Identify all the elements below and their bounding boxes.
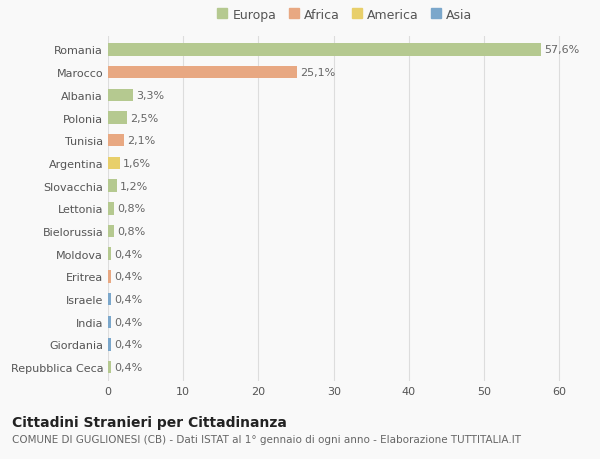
Text: 0,4%: 0,4% — [114, 363, 142, 372]
Bar — [108, 293, 111, 306]
Text: 0,8%: 0,8% — [117, 204, 145, 214]
Bar — [108, 338, 111, 351]
Text: 3,3%: 3,3% — [136, 90, 164, 101]
Bar — [108, 44, 541, 56]
Bar — [108, 270, 111, 283]
Text: 25,1%: 25,1% — [300, 68, 335, 78]
Bar — [108, 361, 111, 374]
Bar — [108, 225, 114, 238]
Bar — [108, 90, 133, 102]
Text: 2,5%: 2,5% — [130, 113, 158, 123]
Legend: Europa, Africa, America, Asia: Europa, Africa, America, Asia — [217, 9, 473, 22]
Text: 0,4%: 0,4% — [114, 294, 142, 304]
Text: 0,4%: 0,4% — [114, 317, 142, 327]
Bar — [108, 157, 120, 170]
Text: COMUNE DI GUGLIONESI (CB) - Dati ISTAT al 1° gennaio di ogni anno - Elaborazione: COMUNE DI GUGLIONESI (CB) - Dati ISTAT a… — [12, 434, 521, 444]
Text: 0,4%: 0,4% — [114, 272, 142, 282]
Bar — [108, 248, 111, 260]
Text: Cittadini Stranieri per Cittadinanza: Cittadini Stranieri per Cittadinanza — [12, 415, 287, 429]
Text: 2,1%: 2,1% — [127, 136, 155, 146]
Bar — [108, 202, 114, 215]
Text: 1,2%: 1,2% — [120, 181, 148, 191]
Text: 0,8%: 0,8% — [117, 226, 145, 236]
Bar — [108, 134, 124, 147]
Bar — [108, 112, 127, 124]
Text: 0,4%: 0,4% — [114, 340, 142, 350]
Bar — [108, 180, 117, 192]
Bar — [108, 67, 297, 79]
Text: 1,6%: 1,6% — [123, 158, 151, 168]
Text: 57,6%: 57,6% — [544, 45, 580, 55]
Bar — [108, 316, 111, 328]
Text: 0,4%: 0,4% — [114, 249, 142, 259]
